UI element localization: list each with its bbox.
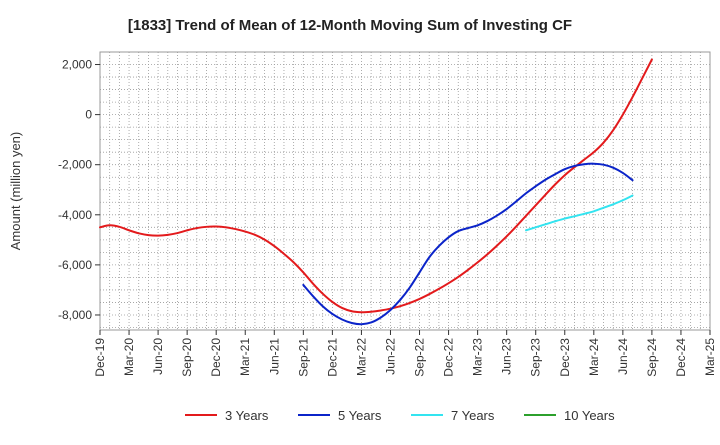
x-tick-label: Dec-24 [674,338,688,377]
x-tick-label: Sep-23 [529,338,543,377]
x-tick-label: Mar-22 [354,338,368,376]
x-tick-label: Dec-23 [558,338,572,377]
x-tick-label: Dec-19 [93,338,107,377]
x-tick-label: Dec-20 [209,338,223,377]
y-axis-ticks: 2,000 0 -2,000 -4,000 -6,000 -8,000 [58,58,100,322]
plot-area [99,51,711,331]
x-tick-label: Jun-23 [500,338,514,375]
legend: 3 Years 5 Years 7 Years 10 Years [185,408,615,423]
y-tick-label: 0 [85,108,92,122]
legend-label-3-years: 3 Years [225,408,269,423]
x-tick-label: Mar-20 [122,338,136,376]
x-tick-label: Sep-22 [413,338,427,377]
x-tick-label: Mar-25 [703,338,717,376]
x-tick-label: Jun-20 [151,338,165,375]
x-axis-ticks: Dec-19 Mar-20 Jun-20 Sep-20 Dec-20 Mar-21 Jun-… [93,330,717,377]
x-tick-label: Mar-24 [587,338,601,376]
chart-title: [1833] Trend of Mean of 12-Month Moving … [128,17,572,34]
y-tick-label: 2,000 [62,58,92,72]
y-axis-label: Amount (million yen) [8,132,23,251]
y-tick-label: -4,000 [58,208,92,222]
series-line-3-years [99,58,653,314]
legend-label-10-years: 10 Years [564,408,615,423]
series-line-5-years [302,162,634,326]
legend-label-7-years: 7 Years [451,408,495,423]
series-lines [99,58,653,326]
x-tick-label: Jun-24 [616,338,630,375]
series-line-7-years [525,194,634,232]
legend-label-5-years: 5 Years [338,408,382,423]
x-tick-label: Jun-22 [383,338,397,375]
x-tick-label: Sep-24 [645,338,659,377]
x-tick-label: Mar-23 [471,338,485,376]
x-tick-label: Sep-21 [296,338,310,377]
x-tick-label: Sep-20 [180,338,194,377]
grid-lines [100,52,710,330]
x-tick-label: Dec-22 [442,338,456,377]
x-tick-label: Jun-21 [267,338,281,375]
x-tick-label: Mar-21 [238,338,252,376]
y-tick-label: -6,000 [58,258,92,272]
y-tick-label: -2,000 [58,158,92,172]
x-tick-label: Dec-21 [325,338,339,377]
y-tick-label: -8,000 [58,308,92,322]
